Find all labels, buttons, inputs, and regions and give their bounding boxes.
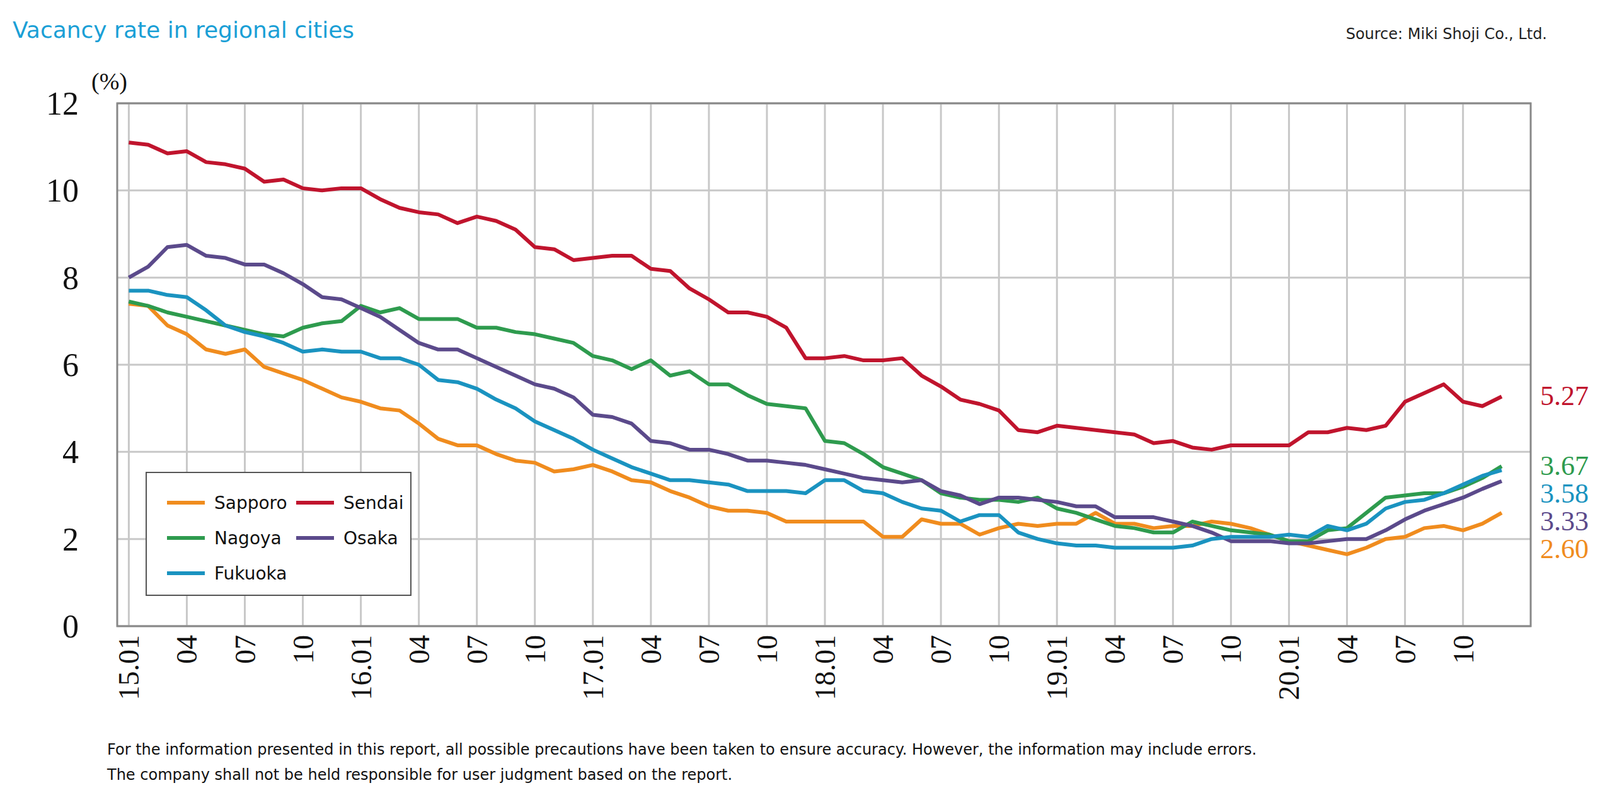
x-tick-label: 07 <box>693 635 726 665</box>
legend-swatch <box>296 536 334 541</box>
x-tick-label: 20.01 <box>1272 635 1306 701</box>
title: Vacancy rate in regional cities <box>12 17 355 43</box>
end-label: 3.33 <box>1540 506 1589 537</box>
legend-box <box>146 472 411 596</box>
x-grid-line <box>1288 103 1290 627</box>
y-tick-label: 2 <box>62 521 79 558</box>
x-grid-line <box>1230 103 1232 627</box>
end-label: 3.58 <box>1540 478 1589 510</box>
series-line <box>128 142 1502 450</box>
x-tick-label: 07 <box>925 635 958 665</box>
x-tick-label: 07 <box>461 635 494 665</box>
x-grid-line <box>940 103 943 627</box>
x-tick-label: 10 <box>519 635 552 665</box>
y-grid-line <box>117 364 1531 367</box>
x-tick-label: 16.01 <box>345 635 378 701</box>
x-grid-line <box>591 103 594 627</box>
legend-swatch <box>166 500 205 505</box>
x-tick-label: 17.01 <box>577 635 610 701</box>
x-grid-line <box>882 103 885 627</box>
legend-swatch <box>166 536 205 541</box>
footnote: The company shall not be held responsibl… <box>106 766 733 784</box>
y-tick-label: 8 <box>62 260 79 297</box>
y-tick-label: 0 <box>62 608 79 645</box>
grid <box>117 103 1531 627</box>
x-grid-line <box>707 103 710 627</box>
x-grid-line <box>649 103 652 627</box>
chart: Vacancy rate in regional cities Source: M… <box>0 0 1600 800</box>
x-tick-label: 07 <box>1389 635 1422 665</box>
plot-frame <box>117 103 1531 627</box>
x-tick-label: 04 <box>1331 635 1364 665</box>
x-tick-label: 07 <box>229 635 262 665</box>
legend-swatch <box>296 500 334 505</box>
footnote: For the information presented in this re… <box>107 741 1257 759</box>
x-tick-label: 18.01 <box>809 635 842 701</box>
end-label: 2.60 <box>1540 533 1589 565</box>
y-axis-label: (%) <box>91 68 128 96</box>
x-tick-label: 10 <box>287 635 320 665</box>
y-tick-label: 6 <box>62 347 79 384</box>
y-tick-label: 12 <box>46 85 79 122</box>
legend-label: Fukuoka <box>214 563 287 585</box>
y-grid-line <box>117 538 1531 541</box>
legend-label: Sapporo <box>214 492 288 514</box>
legend-label: Sendai <box>343 492 404 514</box>
x-tick-label: 04 <box>635 635 668 665</box>
x-grid-line <box>127 103 130 627</box>
x-grid-line <box>765 103 768 627</box>
legend-label: Osaka <box>343 528 399 549</box>
x-tick-label: 10 <box>751 635 784 665</box>
y-grid-line <box>117 276 1531 279</box>
x-grid-line <box>1346 103 1348 627</box>
x-tick-label: 15.01 <box>112 635 145 701</box>
source: Source: Miki Shoji Co., Ltd. <box>1346 25 1548 43</box>
end-label: 3.67 <box>1540 450 1589 482</box>
x-grid-line <box>1404 103 1406 627</box>
x-tick-label: 04 <box>170 635 203 665</box>
x-tick-label: 04 <box>1099 635 1132 665</box>
y-tick-label: 10 <box>46 172 79 209</box>
end-label: 5.27 <box>1540 380 1589 412</box>
x-tick-label: 10 <box>1447 635 1480 665</box>
x-tick-label: 04 <box>403 635 436 665</box>
legend: Sapporo Sendai Nagoya Osaka Fukuoka <box>146 472 411 596</box>
legend-swatch <box>166 571 205 576</box>
y-grid-line <box>117 451 1531 454</box>
x-tick-label: 19.01 <box>1041 635 1074 701</box>
x-grid-line <box>475 103 478 627</box>
x-grid-line <box>824 103 827 627</box>
legend-label: Nagoya <box>214 528 282 549</box>
y-tick-label: 4 <box>62 434 79 471</box>
x-tick-label: 10 <box>1214 635 1248 665</box>
x-tick-label: 07 <box>1156 635 1190 665</box>
x-tick-label: 04 <box>867 635 900 665</box>
x-tick-label: 10 <box>983 635 1016 665</box>
x-grid-line <box>998 103 1001 627</box>
x-grid-line <box>1056 103 1059 627</box>
x-grid-line <box>1461 103 1464 627</box>
x-grid-line <box>533 103 536 627</box>
